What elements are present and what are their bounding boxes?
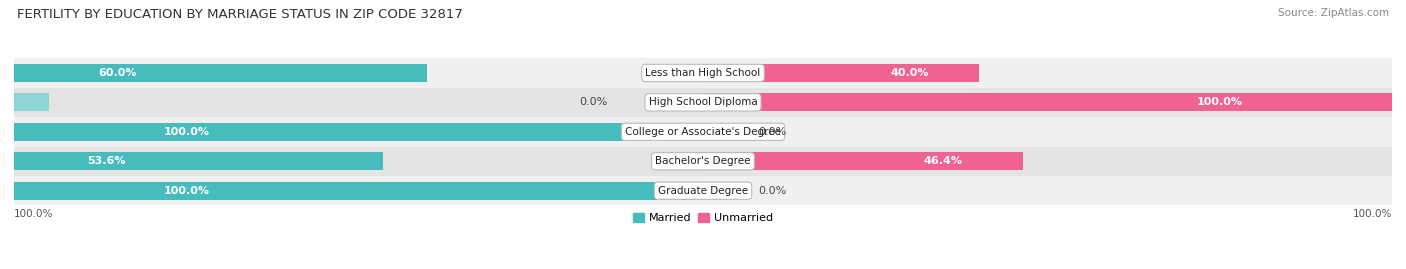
Text: 100.0%: 100.0% (14, 209, 53, 219)
Text: 46.4%: 46.4% (924, 156, 962, 166)
Text: Source: ZipAtlas.com: Source: ZipAtlas.com (1278, 8, 1389, 18)
Text: 100.0%: 100.0% (1197, 97, 1243, 107)
Bar (703, 123, 738, 141)
Text: 100.0%: 100.0% (163, 186, 209, 196)
Bar (14, 117, 1392, 147)
Text: 40.0%: 40.0% (890, 68, 929, 78)
Text: Graduate Degree: Graduate Degree (658, 186, 748, 196)
Text: 0.0%: 0.0% (758, 186, 786, 196)
Legend: Married, Unmarried: Married, Unmarried (633, 213, 773, 223)
Text: College or Associate's Degree: College or Associate's Degree (626, 127, 780, 137)
Text: Bachelor's Degree: Bachelor's Degree (655, 156, 751, 166)
Text: High School Diploma: High School Diploma (648, 97, 758, 107)
Bar (703, 93, 1392, 111)
Bar (14, 176, 1392, 206)
Bar (14, 152, 384, 170)
Text: 100.0%: 100.0% (163, 127, 209, 137)
Bar (703, 64, 979, 82)
Text: 100.0%: 100.0% (1353, 209, 1392, 219)
Text: 0.0%: 0.0% (758, 127, 786, 137)
Bar (14, 58, 1392, 88)
Text: 60.0%: 60.0% (98, 68, 136, 78)
Bar (14, 123, 703, 141)
Bar (703, 182, 738, 200)
Text: Less than High School: Less than High School (645, 68, 761, 78)
Bar (14, 64, 427, 82)
Bar (14, 93, 48, 111)
Text: FERTILITY BY EDUCATION BY MARRIAGE STATUS IN ZIP CODE 32817: FERTILITY BY EDUCATION BY MARRIAGE STATU… (17, 8, 463, 21)
Bar (14, 147, 1392, 176)
Text: 0.0%: 0.0% (579, 97, 607, 107)
Bar (14, 182, 703, 200)
Bar (14, 88, 1392, 117)
Bar (703, 152, 1022, 170)
Text: 53.6%: 53.6% (87, 156, 125, 166)
